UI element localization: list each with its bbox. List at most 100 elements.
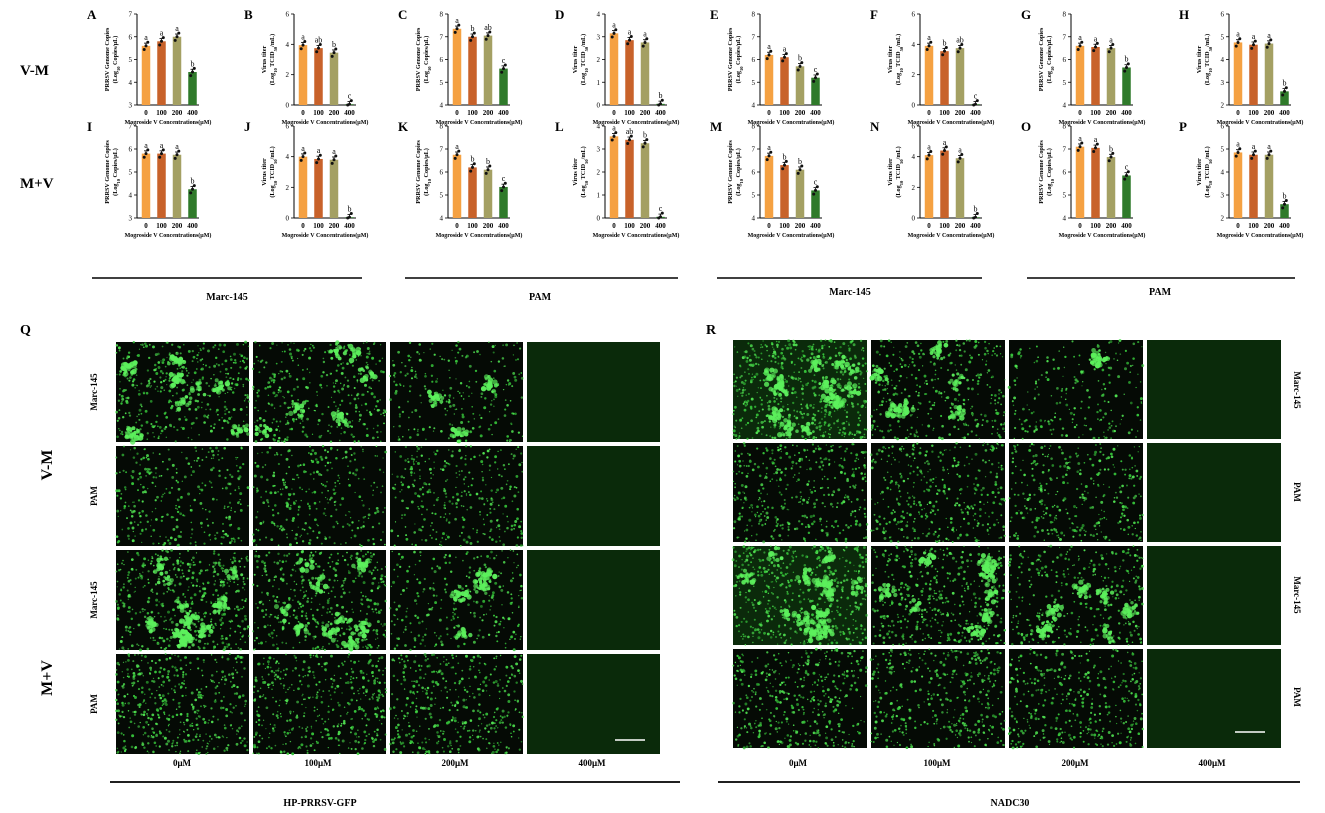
fluorescent-cell [125, 661, 127, 663]
fluorescent-cell [446, 534, 448, 536]
x-tick-label: 400 [1121, 109, 1132, 117]
fluorescent-cell [286, 436, 289, 439]
fluorescent-cell [222, 530, 225, 533]
fluorescent-cell [321, 621, 325, 625]
fluorescent-cell [510, 422, 513, 425]
significance-letter: a [643, 30, 647, 39]
fluorescent-cell [256, 419, 259, 422]
x-axis-label: Mogroside V Concentrations(μM) [593, 232, 680, 239]
fluorescent-cell [414, 523, 416, 525]
fluorescent-cell [407, 400, 409, 403]
fluorescent-cell [320, 482, 323, 485]
fluorescent-cell [408, 341, 412, 345]
fluorescent-cell [418, 495, 421, 498]
fluorescent-cell [315, 507, 318, 510]
fluorescent-cell [150, 736, 152, 738]
fluorescent-cell [326, 601, 330, 605]
fluorescent-cell [302, 597, 304, 600]
fluorescent-cluster [223, 605, 228, 610]
fluorescent-cell [292, 387, 296, 391]
x-tick-label: 100 [939, 109, 950, 117]
fluorescent-cell [338, 439, 341, 442]
fluorescent-cell [511, 601, 513, 604]
fluorescent-cell [414, 614, 417, 618]
fluorescent-cell [376, 561, 379, 564]
fluorescent-cell [455, 502, 458, 505]
fluorescent-cell [172, 741, 174, 744]
fluorescent-cell [229, 724, 232, 727]
fluorescent-cell [255, 528, 258, 531]
fluorescent-cell [162, 639, 166, 643]
fluorescent-cell [384, 507, 386, 509]
x-axis-label: Mogroside V Concentrations(μM) [282, 119, 369, 126]
fluorescent-cell [354, 473, 357, 477]
fluorescent-cell [244, 367, 248, 370]
fluorescent-cell [335, 643, 338, 646]
fluorescent-cell [418, 415, 421, 418]
data-point [1095, 41, 1099, 45]
fluorescent-cell [462, 518, 466, 522]
fluorescent-cell [187, 372, 190, 374]
fluorescent-cell [290, 357, 293, 360]
fluorescent-cell [402, 435, 404, 438]
fluorescent-cell [146, 600, 150, 604]
fluorescent-cell [279, 488, 282, 490]
fluorescent-cell [154, 499, 157, 502]
fluorescent-cell [263, 625, 267, 629]
fluorescent-cell [506, 435, 510, 438]
y-tick-label: 6 [912, 11, 916, 19]
fluorescent-cell [119, 715, 122, 718]
fluorescent-cell [118, 349, 121, 352]
fluorescent-cell [203, 615, 206, 618]
fluorescent-cell [331, 467, 333, 470]
fluorescent-cluster [188, 609, 192, 613]
fluorescent-cell [141, 510, 144, 513]
fluorescent-cell [253, 648, 256, 651]
fluorescent-cell [208, 394, 212, 398]
fluorescent-cell [486, 514, 489, 516]
fluorescent-cell [404, 526, 407, 528]
bar-0 [298, 45, 308, 105]
fluorescent-cell [448, 561, 451, 564]
fluorescent-cell [496, 468, 499, 470]
fluorescent-cell [194, 446, 197, 449]
x-tick-label: 400 [187, 109, 198, 117]
fluorescent-cell [490, 550, 493, 554]
fluorescent-cell [459, 535, 461, 537]
fluorescent-cell [481, 476, 484, 479]
fluorescent-cell [269, 613, 272, 616]
fluorescent-cell [330, 514, 333, 518]
fluorescent-cell [313, 637, 315, 640]
significance-letter: b [486, 157, 490, 166]
fluorescent-cell [300, 605, 303, 608]
data-point [303, 151, 307, 155]
fluorescent-cell [160, 360, 162, 362]
fluorescent-cell [266, 386, 270, 389]
fluorescent-cell [243, 565, 246, 568]
fluorescent-cell [117, 709, 120, 713]
fluorescent-cell [201, 526, 203, 528]
bar-100 [1091, 147, 1100, 218]
fluorescent-cell [422, 591, 424, 593]
fluorescent-cluster [202, 392, 207, 397]
fluorescent-cell [424, 372, 427, 375]
fluorescent-cell [131, 380, 135, 383]
fluorescent-cell [295, 348, 299, 352]
bar-400 [188, 189, 197, 218]
fluorescent-cell [326, 384, 328, 387]
fluorescent-cluster [463, 592, 467, 595]
fluorescent-cell [410, 474, 413, 477]
y-axis-label: Virus titer [261, 158, 268, 186]
fluorescent-cell [484, 565, 488, 569]
significance-letter: b [798, 157, 802, 166]
fluorescent-cell [429, 491, 432, 494]
significance-letter: a [767, 42, 771, 51]
fluorescent-cell [165, 582, 168, 585]
fluorescent-cell [244, 617, 248, 621]
fluorescent-cell [376, 587, 379, 590]
fluorescent-cell [336, 408, 338, 410]
data-point [643, 40, 647, 44]
fluorescent-cell [326, 611, 329, 614]
